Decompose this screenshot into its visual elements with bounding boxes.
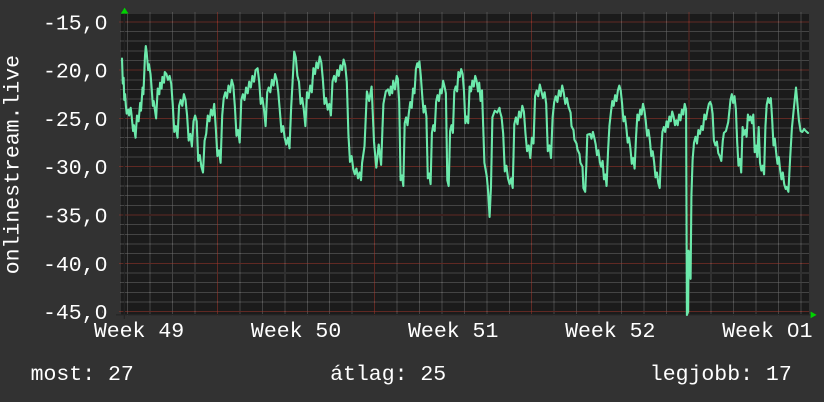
svg-text:-20,0: -20,0 [43, 61, 108, 85]
svg-text:Week 51: Week 51 [408, 320, 498, 344]
svg-text:-30,0: -30,0 [43, 157, 108, 181]
svg-text:-45,0: -45,0 [43, 302, 108, 326]
svg-text:átlag: 25: átlag: 25 [330, 363, 446, 387]
svg-text:Week 50: Week 50 [251, 320, 341, 344]
svg-text:legjobb: 17: legjobb: 17 [650, 363, 792, 387]
svg-text:-35,0: -35,0 [43, 206, 108, 230]
svg-text:-40,0: -40,0 [43, 254, 108, 278]
svg-text:Week 49: Week 49 [94, 320, 184, 344]
svg-text:Week 52: Week 52 [565, 320, 655, 344]
svg-text:-25,0: -25,0 [43, 109, 108, 133]
svg-text:-15,0: -15,0 [43, 12, 108, 36]
svg-text:Week 01: Week 01 [722, 320, 812, 344]
svg-text:onlinestream.live: onlinestream.live [2, 55, 26, 274]
svg-text:most: 27: most: 27 [31, 363, 134, 387]
